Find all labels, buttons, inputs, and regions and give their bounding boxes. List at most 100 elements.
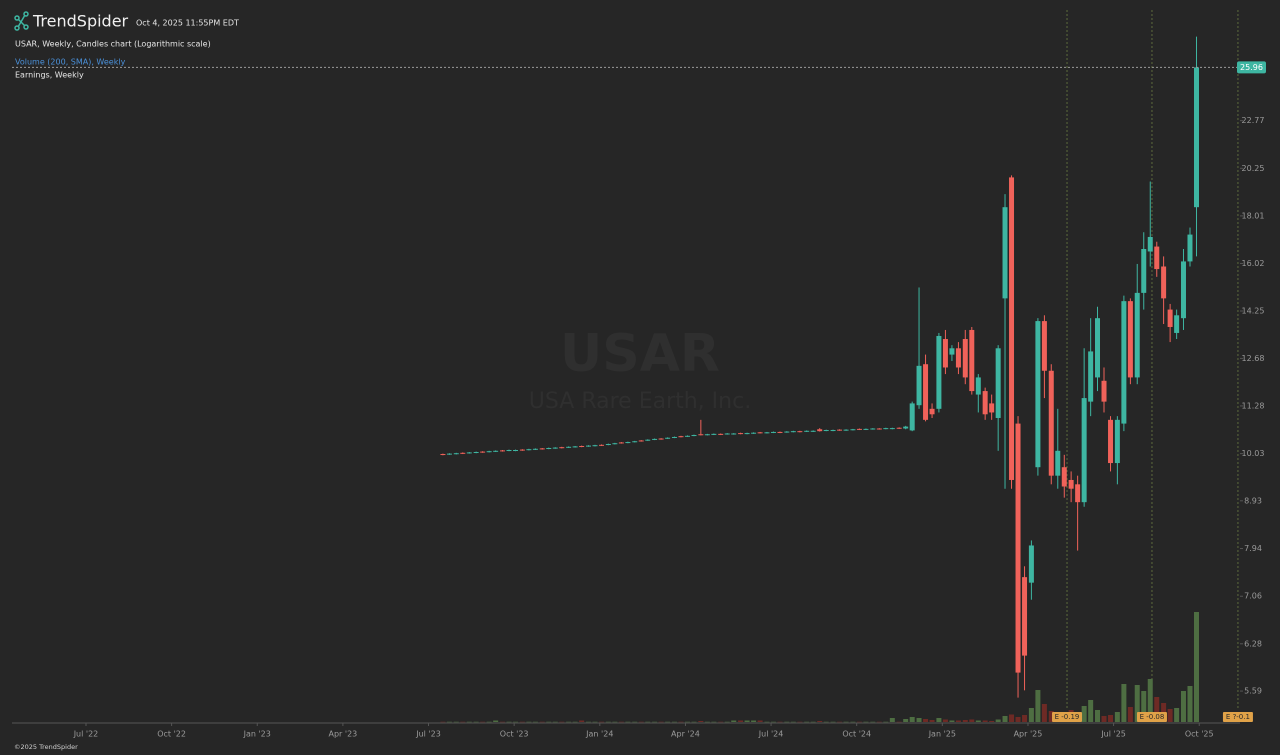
candle-body <box>949 348 955 355</box>
volume-bar <box>532 721 538 723</box>
candle-body <box>889 428 895 430</box>
candle-body <box>975 377 981 395</box>
volume-bar <box>870 721 876 723</box>
earnings-label: E -0.19 <box>1055 713 1080 721</box>
y-tick-label: 14.25 <box>1242 306 1265 315</box>
candle-body <box>883 428 889 430</box>
candle-body <box>757 432 763 434</box>
candle-body <box>506 449 512 451</box>
candle-body <box>804 430 810 432</box>
candle-body <box>519 449 525 451</box>
watermark: USAR <box>560 324 720 384</box>
volume-bar <box>1002 716 1008 722</box>
volume-bar <box>572 721 578 723</box>
candle-body <box>1114 419 1120 464</box>
timestamp: Oct 4, 2025 11:55PM EDT <box>136 19 239 28</box>
volume-bar <box>1088 700 1094 722</box>
candle-body <box>704 434 710 436</box>
volume-bar <box>830 721 836 723</box>
candle-body <box>1141 249 1147 293</box>
volume-bar <box>645 721 651 723</box>
candle-body <box>480 451 486 453</box>
candle-body <box>850 429 856 431</box>
volume-bar <box>1180 691 1186 722</box>
candle-body <box>1108 419 1114 464</box>
indicator-label: Earnings, Weekly <box>15 71 84 80</box>
candle-body <box>539 448 545 450</box>
volume-bar <box>969 719 975 722</box>
volume-bar <box>691 721 697 723</box>
candle-body <box>711 433 717 435</box>
candle-body <box>466 452 472 454</box>
candle-body <box>599 444 605 446</box>
y-tick-label: 7.94 <box>1244 544 1262 553</box>
volume-bar <box>1187 686 1193 722</box>
candle-body <box>592 445 598 447</box>
candle-body <box>486 451 492 453</box>
candle-body <box>1154 246 1160 270</box>
candle-body <box>896 427 902 429</box>
candle-body <box>691 435 697 437</box>
candle-body <box>751 432 757 434</box>
volume-bar <box>473 721 479 723</box>
volume-bar <box>466 721 472 723</box>
volume-bar <box>889 718 895 722</box>
y-tick-label: 10.03 <box>1242 449 1265 458</box>
candle-body <box>777 431 783 433</box>
volume-bar <box>1108 715 1114 722</box>
candle-body <box>665 437 671 439</box>
candle-body <box>1081 398 1087 503</box>
volume-bar <box>678 721 684 723</box>
candle-body <box>572 446 578 448</box>
volume-bar <box>506 721 512 723</box>
volume-bar <box>790 721 796 723</box>
candle-body <box>995 348 1001 418</box>
earnings-marker <box>1136 712 1167 722</box>
volume-bar <box>804 721 810 723</box>
candle-body <box>936 335 942 409</box>
x-tick-label: Apr '24 <box>671 730 700 739</box>
y-tick-label: 7.06 <box>1244 592 1262 601</box>
volume-bar <box>744 720 750 722</box>
volume-bar <box>1028 708 1034 722</box>
last-price-box <box>1237 61 1266 74</box>
volume-bar <box>519 721 525 723</box>
x-tick-label: Jul '23 <box>415 730 441 739</box>
volume-bar <box>863 721 869 723</box>
candle-body <box>579 446 585 448</box>
volume-bar <box>698 721 704 722</box>
x-tick-label: Oct '23 <box>500 730 529 739</box>
volume-bar <box>949 720 955 722</box>
y-tick-label: 11.28 <box>1242 401 1265 410</box>
earnings-label: E -0.08 <box>1140 713 1165 721</box>
candle-body <box>493 450 499 452</box>
x-tick-label: Apr '25 <box>1014 730 1043 739</box>
candle-body <box>526 449 532 451</box>
candle-body <box>863 428 869 430</box>
volume-bar <box>1127 707 1133 722</box>
candle-body <box>903 426 909 429</box>
volume-bar <box>480 721 486 723</box>
candle-body <box>823 430 829 432</box>
candle-body <box>876 428 882 430</box>
volume-bar <box>453 721 459 723</box>
volume-bar <box>955 720 961 722</box>
volume-bar <box>916 718 922 722</box>
volume-bar <box>711 721 717 723</box>
footer: ©2025 TrendSpider <box>14 743 78 751</box>
volume-bar <box>1022 715 1028 722</box>
candle-body <box>790 431 796 433</box>
volume-bar <box>810 721 816 723</box>
candle-body <box>955 348 961 368</box>
candle-body <box>843 429 849 431</box>
candle-body <box>632 441 638 443</box>
volume-bar <box>1193 612 1199 722</box>
volume-bar <box>975 720 981 722</box>
volume-bar <box>942 719 948 722</box>
volume-bar <box>1015 717 1021 722</box>
candle-body <box>645 439 651 441</box>
candle-body <box>1147 236 1153 252</box>
y-tick-label: 16.02 <box>1242 259 1265 268</box>
